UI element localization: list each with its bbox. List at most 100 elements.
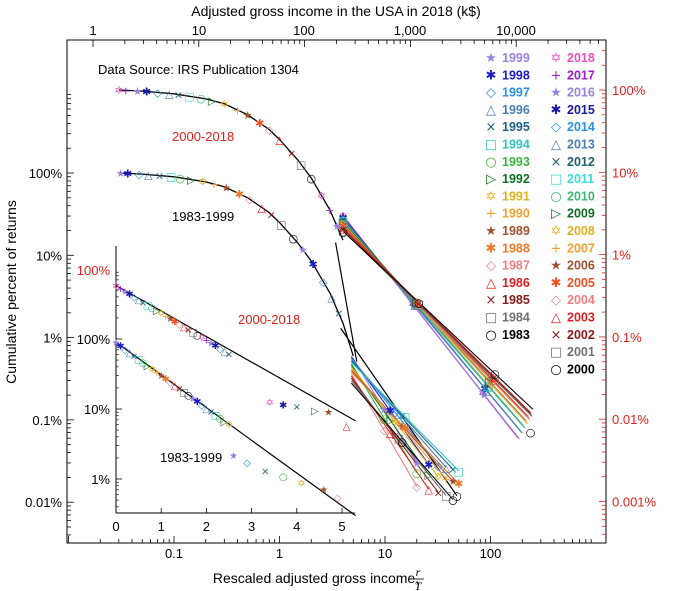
point-upper-2004-4: ◇ bbox=[488, 375, 497, 388]
legend-left-label-1989: 1989 bbox=[502, 224, 530, 238]
legend-right-marker-2018: ✡ bbox=[551, 51, 562, 66]
point-upper-2012-4: × bbox=[483, 378, 492, 391]
point-lower-end-1993: ○ bbox=[412, 467, 422, 480]
curve-point-upper-7: □ bbox=[184, 90, 194, 103]
inset-lower-tail-5: ★ bbox=[319, 485, 328, 496]
point-upper-2013-2: △ bbox=[410, 299, 419, 312]
inset-group-label-2000-2018: 2000-2018 bbox=[238, 312, 300, 327]
curve-point-lower-6: ○ bbox=[175, 172, 185, 185]
curve-point-upper-9: ▷ bbox=[208, 95, 217, 108]
point-lower-mid-1986: △ bbox=[386, 427, 395, 440]
legend-left-marker-1989: ★ bbox=[485, 224, 497, 239]
point-upper-2018-4: ✡ bbox=[478, 387, 487, 400]
point-upper-2001-2: □ bbox=[413, 299, 423, 312]
inset-upper-point-16: × bbox=[184, 325, 192, 336]
legend-left-label-1983: 1983 bbox=[502, 328, 530, 342]
y-tick-label-0: 100% bbox=[29, 166, 63, 181]
point-upper-2008-4: ✡ bbox=[485, 376, 494, 389]
legend-right-label-2006: 2006 bbox=[567, 259, 595, 273]
top-tick-label-4: 10,000 bbox=[496, 23, 536, 38]
point-upper-2018-0: ✡ bbox=[338, 209, 347, 222]
curve-point-upper-0: ✡ bbox=[114, 84, 123, 97]
y-tick-label-3: 0.1% bbox=[32, 413, 62, 428]
legend-left-label-1997: 1997 bbox=[502, 86, 530, 100]
legend-right-marker-2006: ★ bbox=[550, 259, 562, 274]
inset-x-tick-0: 0 bbox=[112, 519, 119, 534]
inset-lower-point-16: ○ bbox=[184, 391, 193, 402]
inset-lower-tail-6: ◇ bbox=[334, 493, 342, 504]
tail-line-lower-1989 bbox=[350, 369, 454, 482]
point-upper-2011-2: □ bbox=[410, 297, 420, 310]
point-upper-2015-4: ✱ bbox=[480, 382, 489, 395]
inset-panel: 2000-2018 1983-1999 0 1 2 3 4 5100%10%1%100% … bbox=[77, 246, 356, 534]
point-upper-2009-4: ▷ bbox=[485, 375, 494, 388]
point-upper-2016-0: ★ bbox=[338, 211, 348, 224]
point-lower-mid-1989: ★ bbox=[397, 420, 407, 433]
inset-curves bbox=[115, 285, 356, 517]
legend-right-label-2003: 2003 bbox=[567, 311, 595, 325]
point-upper-2010-4: ○ bbox=[484, 381, 494, 394]
point-upper-2015-0: ✱ bbox=[338, 212, 347, 225]
inset-upper-point-18: ○ bbox=[193, 330, 202, 341]
inset-upper-tail-0: ✡ bbox=[265, 398, 273, 409]
tail-line-lower-1994 bbox=[350, 361, 460, 472]
point-upper-2010-2: ○ bbox=[411, 298, 421, 311]
inset-lower-point-0: ★ bbox=[112, 338, 121, 349]
point-upper-2011-4: □ bbox=[483, 380, 493, 393]
inset-upper-point-17: □ bbox=[188, 328, 197, 339]
legend-left-marker-1995: × bbox=[486, 120, 497, 135]
legend-right-marker-2001: □ bbox=[550, 345, 562, 360]
legend-right-marker-2003: △ bbox=[551, 311, 561, 326]
top-tick-label-3: 1,000 bbox=[394, 23, 427, 38]
legend-right-marker-2016: ★ bbox=[550, 86, 562, 101]
right-tick-label-5: 0.001% bbox=[612, 495, 657, 510]
point-lower-mid-1993: ○ bbox=[379, 412, 389, 425]
inset-upper-point-6: × bbox=[139, 298, 147, 309]
point-upper-2014-2: ◇ bbox=[410, 298, 419, 311]
legend-right-marker-2002: × bbox=[551, 328, 562, 343]
point-upper-2012-2: × bbox=[410, 296, 419, 309]
legend-left-label-1995: 1995 bbox=[502, 120, 530, 134]
inset-lower-point-5: □ bbox=[134, 355, 143, 366]
inset-lower-point-10: ★ bbox=[157, 371, 166, 382]
legend-left-label-1992: 1992 bbox=[502, 172, 530, 186]
legend-left-label-1998: 1998 bbox=[502, 68, 530, 82]
inset-upper-tail-5: △ bbox=[343, 422, 351, 433]
curve-point-upper-2: ★ bbox=[132, 85, 142, 98]
legend-right-label-2001: 2001 bbox=[567, 345, 595, 359]
legend-left-marker-1994: □ bbox=[485, 138, 497, 153]
curve-point-upper-20: + bbox=[325, 204, 334, 217]
inset-lower-point-21: × bbox=[207, 407, 215, 418]
legend-right-label-2013: 2013 bbox=[567, 138, 595, 152]
inset-lower-tail-0: ★ bbox=[229, 451, 238, 462]
legend-left-label-1991: 1991 bbox=[502, 189, 530, 203]
curve-point-upper-1: + bbox=[121, 84, 130, 97]
inset-upper-point-11: + bbox=[162, 311, 170, 322]
inset-lower-point-19: ◇ bbox=[198, 401, 206, 412]
inset-y-tick-0: 100% bbox=[77, 332, 111, 347]
legend-right-label-2015: 2015 bbox=[567, 103, 595, 117]
right-tick-label-3: 0.1% bbox=[612, 330, 642, 345]
inset-upper-point-15: △ bbox=[180, 322, 188, 333]
curve-point-lower-15: □ bbox=[276, 219, 286, 232]
fit-curve-lower bbox=[118, 172, 354, 357]
point-upper-2005-4: ✱ bbox=[487, 374, 496, 387]
curves bbox=[118, 89, 534, 500]
tail-line-lower-1988 bbox=[350, 371, 460, 485]
curve-point-upper-12: ★ bbox=[243, 109, 253, 122]
inset-fit-upper bbox=[115, 285, 356, 422]
curve-point-upper-17: □ bbox=[296, 158, 306, 171]
inset-upper-tail-2: × bbox=[293, 402, 301, 413]
legend-left-marker-1999: ★ bbox=[485, 51, 497, 66]
x-axis-label: Rescaled adjusted gross income, bbox=[213, 570, 419, 586]
inset-lower-point-9: + bbox=[152, 368, 160, 379]
legend-left-marker-1991: ✡ bbox=[486, 189, 497, 204]
point-upper-2007-2: + bbox=[412, 298, 421, 311]
curve-point-lower-16: ○ bbox=[289, 232, 299, 245]
point-upper-end-2000: ○ bbox=[526, 426, 536, 439]
svg-text:T: T bbox=[415, 579, 423, 591]
inset-points: ✡★+✱★◇✱△◇×△□×○□▷○✡▷+✡★+✱★◇✱△◇×△□×○□★○✱✡◇… bbox=[112, 282, 351, 505]
point-lower-mid-1987: ◇ bbox=[380, 424, 389, 437]
legend-left-label-1987: 1987 bbox=[502, 259, 530, 273]
